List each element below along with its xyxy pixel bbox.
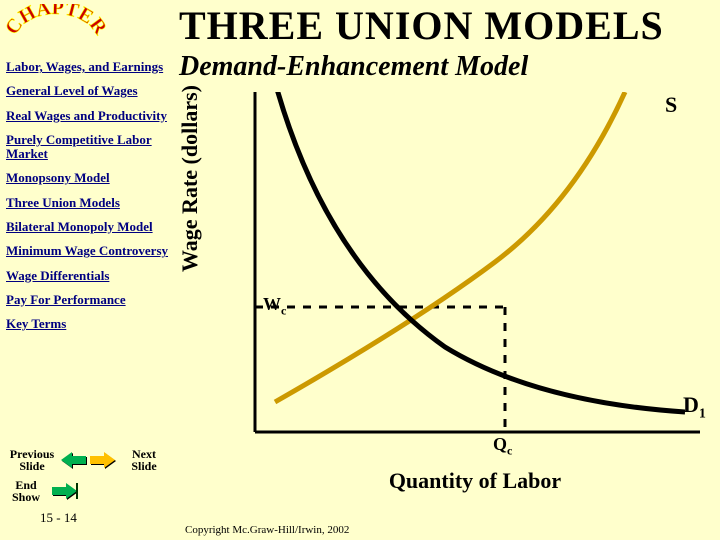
slide-number: 15 - 14 <box>40 510 171 526</box>
next-arrow-icon[interactable] <box>88 450 118 470</box>
qty-tick-sub: c <box>507 444 512 458</box>
main-content: THREE UNION MODELS Demand-Enhancement Mo… <box>175 0 720 540</box>
page-title: THREE UNION MODELS <box>179 2 712 49</box>
nav-item-key-terms[interactable]: Key Terms <box>6 317 169 331</box>
chart: Wage Rate (dollars) S D1 Wc Qc Quantity … <box>185 92 705 452</box>
copyright-text: Copyright Mc.Graw-Hill/Irwin, 2002 <box>185 524 349 536</box>
svg-text:CHAPTER: CHAPTER <box>6 4 106 39</box>
page-subtitle: Demand-Enhancement Model <box>179 51 712 83</box>
nav-item-three-union[interactable]: Three Union Models <box>6 196 169 210</box>
nav-item-monopsony[interactable]: Monopsony Model <box>6 171 169 185</box>
wage-tick-label: Wc <box>263 294 286 319</box>
previous-slide-button[interactable]: Previous Slide <box>6 448 58 473</box>
demand-label-sub: 1 <box>699 406 706 421</box>
chart-svg <box>215 92 705 452</box>
x-axis-label: Quantity of Labor <box>185 468 705 494</box>
previous-arrow-icon[interactable] <box>58 450 88 470</box>
nav-item-general-level[interactable]: General Level of Wages <box>6 84 169 98</box>
nav-item-pay-for-performance[interactable]: Pay For Performance <box>6 293 169 307</box>
chapter-logo: CHAPTER <box>6 4 106 56</box>
nav-item-minimum-wage[interactable]: Minimum Wage Controversy <box>6 244 169 258</box>
nav-item-real-wages[interactable]: Real Wages and Productivity <box>6 109 169 123</box>
nav-item-wage-differentials[interactable]: Wage Differentials <box>6 269 169 283</box>
wage-tick-text: W <box>263 294 281 314</box>
qty-tick-text: Q <box>493 434 507 454</box>
nav-item-purely-competitive[interactable]: Purely Competitive Labor Market <box>6 133 169 162</box>
qty-tick-label: Qc <box>493 434 512 459</box>
demand-label: D1 <box>683 392 706 422</box>
logo-text: CHAPTER <box>6 4 106 39</box>
supply-label: S <box>665 92 677 118</box>
nav-list: Labor, Wages, and Earnings General Level… <box>6 60 169 332</box>
end-show-button[interactable]: End Show <box>6 479 46 504</box>
y-axis-label: Wage Rate (dollars) <box>177 85 203 272</box>
nav-controls: Previous Slide Next Slide End Show <box>6 448 171 526</box>
next-slide-button[interactable]: Next Slide <box>118 448 170 473</box>
wage-tick-sub: c <box>281 304 286 318</box>
nav-item-labor-wages[interactable]: Labor, Wages, and Earnings <box>6 60 169 74</box>
end-show-arrow-icon[interactable] <box>50 481 80 501</box>
supply-curve <box>275 92 625 402</box>
nav-item-bilateral-monopoly[interactable]: Bilateral Monopoly Model <box>6 220 169 234</box>
demand-label-text: D <box>683 392 699 417</box>
sidebar: CHAPTER Labor, Wages, and Earnings Gener… <box>0 0 175 540</box>
